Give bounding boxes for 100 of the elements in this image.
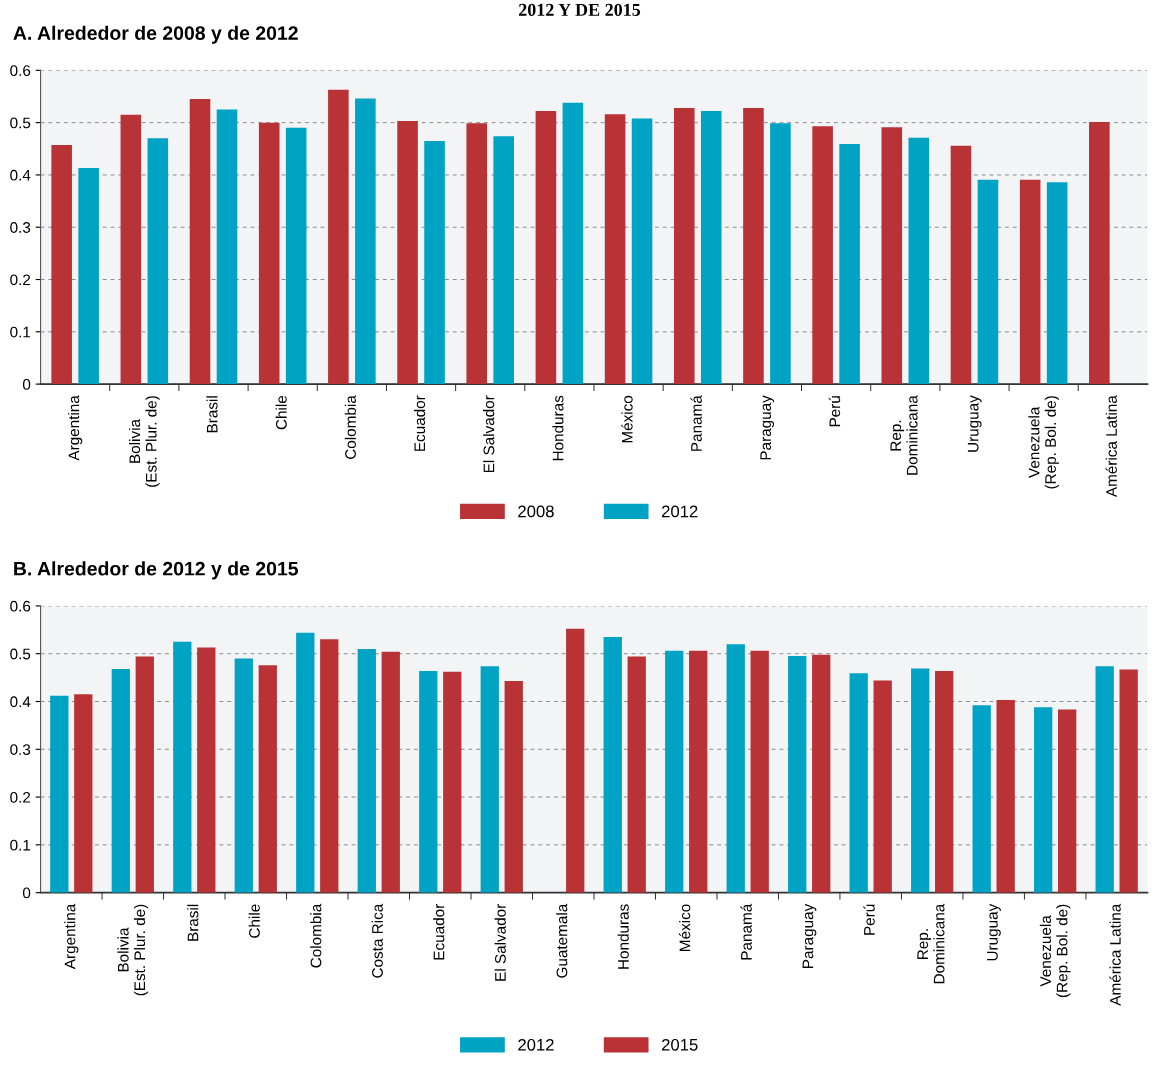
bar: [743, 107, 764, 385]
x-tick-label: El Salvador: [494, 904, 506, 981]
bar: [381, 651, 400, 893]
bar: [397, 121, 418, 385]
bar: [504, 680, 523, 893]
x-tick-label: Ecuador: [433, 904, 445, 960]
bar: [493, 136, 514, 385]
bar: [74, 694, 93, 893]
bar: [1058, 709, 1077, 893]
bar: [566, 628, 585, 893]
x-tick-label: Perú: [863, 904, 875, 935]
x-tick-label: Honduras: [617, 904, 629, 969]
x-tick-label: Brasil: [187, 904, 199, 941]
bar: [950, 145, 972, 385]
y-tick-label: 0.3: [10, 744, 31, 755]
bar: [424, 140, 445, 385]
x-tick-label: Venezuela (Rep. Bol. de): [1039, 904, 1071, 998]
bar: [135, 656, 154, 893]
y-tick-label: 0.5: [10, 648, 31, 660]
chart-title: B. Alrededor de 2012 y de 2015: [14, 561, 299, 580]
bar: [78, 168, 99, 385]
bar: [700, 111, 722, 385]
x-tick-label: México: [621, 395, 633, 443]
x-tick-label: Honduras: [552, 395, 564, 461]
bar: [1089, 122, 1110, 385]
bar: [1019, 179, 1041, 385]
bar: [51, 145, 72, 385]
y-tick-label: 0: [22, 887, 31, 899]
bar: [480, 666, 499, 893]
y-tick-label: 0.5: [10, 117, 31, 129]
legend-label: 2012: [662, 505, 698, 518]
x-tick-label: Panamá: [690, 395, 702, 451]
x-tick-label: Chile: [248, 904, 260, 938]
bar: [665, 650, 684, 893]
bar: [996, 700, 1015, 893]
x-tick-label: Colombia: [310, 903, 322, 968]
bar: [355, 98, 376, 385]
text: 2012 Y DE 2015: [518, 3, 641, 16]
bar: [627, 656, 646, 893]
x-tick-label: Colombia: [344, 395, 356, 459]
bar: [750, 650, 769, 893]
bar: [328, 89, 349, 385]
x-tick-label: Rep. Dominicana: [917, 903, 945, 984]
bar: [689, 650, 708, 893]
x-tick-label: Uruguay: [967, 395, 982, 452]
bar: [673, 107, 695, 385]
bar: [812, 654, 831, 893]
bar: [849, 673, 868, 893]
x-tick-label: Chile: [275, 395, 287, 430]
bar: [873, 680, 892, 893]
x-tick-label: Rep. Dominicana: [890, 395, 918, 475]
bar: [285, 127, 307, 385]
bar: [911, 668, 930, 893]
bar: [234, 658, 253, 893]
bar: [189, 99, 211, 385]
y-tick-label: 0: [22, 378, 31, 390]
bar: [357, 648, 376, 893]
bar: [147, 138, 169, 385]
y-tick-label: 0.3: [10, 222, 31, 233]
x-tick-label: Perú: [828, 396, 841, 427]
bar: [466, 123, 488, 385]
x-tick-label: Ecuador: [413, 395, 426, 451]
bar: [443, 671, 462, 893]
y-tick-label: 0.2: [10, 791, 31, 803]
x-tick-label: Argentina: [68, 395, 83, 461]
x-tick-label: México: [678, 904, 691, 951]
x-tick-label: El Salvador: [483, 395, 495, 473]
bar: [419, 670, 438, 893]
bar: [1119, 669, 1138, 893]
bar: [726, 644, 745, 893]
y-tick-label: 0.6: [10, 600, 31, 612]
y-tick-label: 0.4: [10, 696, 31, 708]
bar: [972, 705, 991, 893]
x-tick-label: Uruguay: [987, 903, 1001, 961]
y-tick-label: 0.1: [10, 839, 31, 851]
bar: [604, 114, 626, 385]
x-tick-label: Paraguay: [802, 903, 817, 968]
bar: [935, 670, 954, 893]
chart-title: A. Alrededor de 2008 y de 2012: [13, 25, 298, 44]
bar: [535, 111, 557, 385]
bar: [812, 126, 833, 385]
bar: [1095, 666, 1114, 893]
bar: [50, 695, 69, 893]
legend-label: 2012: [518, 1038, 554, 1051]
x-tick-label: Bolivia (Est. Plur. de): [117, 904, 149, 996]
bar: [770, 123, 791, 385]
bar: [788, 656, 807, 893]
x-tick-label: Paraguay: [760, 395, 775, 460]
x-tick-label: Guatemala: [556, 903, 568, 978]
bar: [1034, 707, 1053, 893]
y-tick-label: 0.1: [10, 326, 31, 338]
y-tick-label: 0.2: [10, 274, 31, 286]
legend-label: 2015: [662, 1038, 698, 1051]
bar: [320, 639, 339, 893]
bar: [562, 102, 584, 385]
bar: [1046, 182, 1068, 385]
bar: [120, 114, 142, 385]
x-tick-label: América Latina: [1105, 395, 1117, 498]
x-tick-label: Argentina: [64, 903, 79, 970]
x-tick-label: Venezuela (Rep. Bol. de): [1028, 396, 1059, 489]
